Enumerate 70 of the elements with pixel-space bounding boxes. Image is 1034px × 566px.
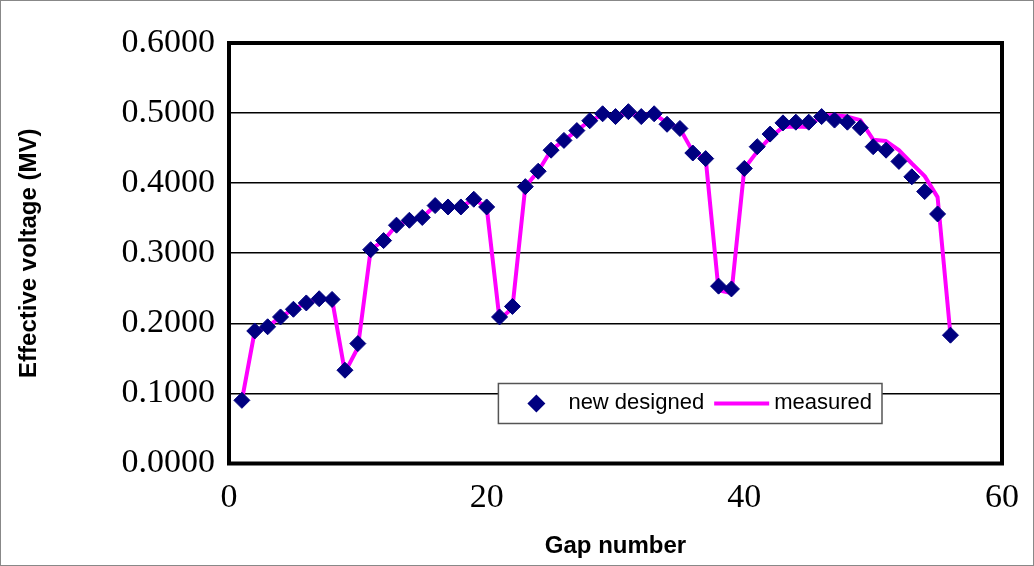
point xyxy=(516,178,534,196)
point xyxy=(491,308,509,326)
point xyxy=(529,162,547,180)
x-tick-label: 0 xyxy=(220,476,238,514)
y-tick-label: 0.3000 xyxy=(121,232,215,270)
point xyxy=(336,361,354,379)
point xyxy=(310,290,328,308)
x-tick-label: 60 xyxy=(985,476,1019,514)
point xyxy=(838,113,856,131)
x-axis-title: Gap number xyxy=(544,531,687,559)
point xyxy=(400,211,418,229)
point xyxy=(452,198,470,216)
point xyxy=(233,391,251,409)
point xyxy=(542,141,560,159)
point xyxy=(387,216,405,234)
x-tick-label: 20 xyxy=(469,476,504,514)
point xyxy=(581,112,599,130)
point xyxy=(645,105,663,123)
point xyxy=(890,152,908,170)
legend-label: measured xyxy=(774,389,873,415)
point xyxy=(826,111,844,129)
x-tick-label: 40 xyxy=(727,476,762,514)
point xyxy=(903,168,921,186)
y-tick-label: 0.5000 xyxy=(121,91,215,129)
point xyxy=(774,114,792,132)
point xyxy=(813,108,831,126)
legend-label: new designed xyxy=(568,389,705,415)
point xyxy=(697,150,715,168)
point xyxy=(761,125,779,143)
point xyxy=(671,119,689,137)
point xyxy=(722,280,740,298)
point xyxy=(426,197,444,215)
point xyxy=(362,241,380,259)
point xyxy=(632,108,650,126)
point xyxy=(375,232,393,250)
y-axis-title: Effective voltage (MV) xyxy=(14,128,42,378)
point xyxy=(259,318,277,336)
y-tick-label: 0.0000 xyxy=(121,442,215,480)
point xyxy=(658,115,676,133)
point xyxy=(349,335,367,353)
point xyxy=(748,138,766,156)
point xyxy=(323,290,341,308)
point xyxy=(877,141,895,159)
point xyxy=(929,205,947,223)
point xyxy=(851,119,869,137)
point xyxy=(413,208,431,226)
point xyxy=(272,308,290,326)
point xyxy=(864,138,882,156)
point xyxy=(555,131,573,149)
y-tick-label: 0.1000 xyxy=(121,372,215,410)
point xyxy=(568,122,586,140)
point xyxy=(503,297,521,315)
point xyxy=(941,326,959,344)
y-tick-label: 0.2000 xyxy=(121,302,215,340)
point xyxy=(800,113,818,131)
y-tick-label: 0.6000 xyxy=(121,21,215,59)
point xyxy=(619,103,637,121)
point xyxy=(735,159,753,177)
y-tick-label: 0.4000 xyxy=(121,162,215,200)
point xyxy=(684,144,702,162)
point xyxy=(284,300,302,318)
point xyxy=(478,198,496,216)
point xyxy=(787,113,805,131)
point xyxy=(246,322,264,340)
point xyxy=(297,294,315,312)
point xyxy=(916,183,934,201)
point xyxy=(465,190,483,208)
point xyxy=(594,105,612,123)
point xyxy=(710,277,728,295)
point xyxy=(607,108,624,126)
